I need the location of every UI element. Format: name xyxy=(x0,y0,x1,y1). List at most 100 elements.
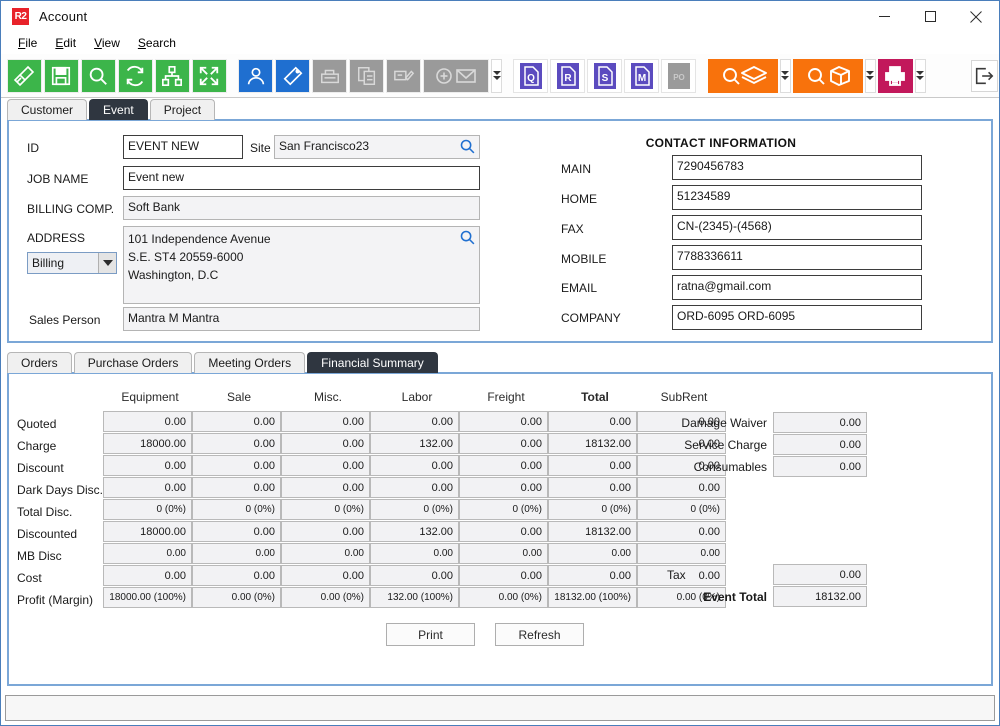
minimize-icon[interactable] xyxy=(861,1,907,32)
menu-file[interactable]: File xyxy=(18,36,38,50)
cell-mb-disc-labor[interactable]: 0.00 xyxy=(370,543,459,564)
cell-cost-labor[interactable]: 0.00 xyxy=(370,565,459,586)
cell-profit-margin-equipment[interactable]: 18000.00 (100%) xyxy=(103,587,192,608)
tab-project[interactable]: Project xyxy=(149,99,216,120)
cell-charge-labor[interactable]: 132.00 xyxy=(370,433,459,454)
search-box-icon[interactable] xyxy=(792,58,863,93)
cell-cost-sale[interactable]: 0.00 xyxy=(192,565,281,586)
fax-input[interactable]: CN-(2345)-(4568) xyxy=(672,215,922,240)
hierarchy-icon[interactable] xyxy=(154,58,190,93)
cell-discounted-misc[interactable]: 0.00 xyxy=(281,521,370,542)
cell-quoted-freight[interactable]: 0.00 xyxy=(459,411,548,432)
cell-dark-days-disc-equipment[interactable]: 0.00 xyxy=(103,477,192,498)
company-input[interactable]: ORD-6095 ORD-6095 xyxy=(672,305,922,330)
cell-discount-equipment[interactable]: 0.00 xyxy=(103,455,192,476)
maintenance-doc-icon[interactable]: M xyxy=(624,58,660,93)
cell-dark-days-disc-misc[interactable]: 0.00 xyxy=(281,477,370,498)
cell-cost-subrent[interactable]: 0.00 xyxy=(637,565,726,586)
refresh-icon[interactable] xyxy=(117,58,153,93)
search-layers-icon[interactable] xyxy=(707,58,778,93)
cell-total-disc-freight[interactable]: 0 (0%) xyxy=(459,499,548,520)
cell-discount-subrent[interactable]: 0.00 xyxy=(637,455,726,476)
quote-doc-icon[interactable]: Q xyxy=(513,58,549,93)
maximize-icon[interactable] xyxy=(907,1,953,32)
cell-total-disc-sale[interactable]: 0 (0%) xyxy=(192,499,281,520)
print-icon[interactable] xyxy=(877,58,913,93)
close-icon[interactable] xyxy=(953,1,999,32)
tab-orders[interactable]: Orders xyxy=(7,352,72,373)
lookup-box-dropdown-icon[interactable] xyxy=(864,58,876,93)
cell-cost-total[interactable]: 0.00 xyxy=(548,565,637,586)
cell-profit-margin-sale[interactable]: 0.00 (0%) xyxy=(192,587,281,608)
refresh-button[interactable]: Refresh xyxy=(495,623,584,646)
cell-cost-misc[interactable]: 0.00 xyxy=(281,565,370,586)
cell-dark-days-disc-sale[interactable]: 0.00 xyxy=(192,477,281,498)
contact-icon[interactable] xyxy=(238,58,274,93)
site-input[interactable]: San Francisco23 xyxy=(274,135,480,159)
cell-charge-sale[interactable]: 0.00 xyxy=(192,433,281,454)
save-icon[interactable] xyxy=(43,58,79,93)
cell-quoted-misc[interactable]: 0.00 xyxy=(281,411,370,432)
cell-charge-equipment[interactable]: 18000.00 xyxy=(103,433,192,454)
event-total-value[interactable]: 18132.00 xyxy=(773,586,867,607)
tab-purchase-orders[interactable]: Purchase Orders xyxy=(73,352,193,373)
cell-quoted-equipment[interactable]: 0.00 xyxy=(103,411,192,432)
cell-mb-disc-sale[interactable]: 0.00 xyxy=(192,543,281,564)
rental-doc-icon[interactable]: R xyxy=(550,58,586,93)
chevron-down-icon[interactable] xyxy=(98,253,116,273)
cell-discounted-labor[interactable]: 132.00 xyxy=(370,521,459,542)
cell-discount-sale[interactable]: 0.00 xyxy=(192,455,281,476)
cell-cost-freight[interactable]: 0.00 xyxy=(459,565,548,586)
cell-profit-margin-freight[interactable]: 0.00 (0%) xyxy=(459,587,548,608)
tab-customer[interactable]: Customer xyxy=(7,99,88,120)
print-dropdown-icon[interactable] xyxy=(914,58,926,93)
cell-discounted-sale[interactable]: 0.00 xyxy=(192,521,281,542)
cell-profit-margin-misc[interactable]: 0.00 (0%) xyxy=(281,587,370,608)
tag-icon[interactable] xyxy=(275,58,311,93)
cell-total-disc-equipment[interactable]: 0 (0%) xyxy=(103,499,192,520)
address-type-select[interactable]: Billing xyxy=(27,252,117,274)
cell-discount-total[interactable]: 0.00 xyxy=(548,455,637,476)
sale-doc-icon[interactable]: S xyxy=(587,58,623,93)
cell-charge-subrent[interactable]: 0.00 xyxy=(637,433,726,454)
service-charge-value[interactable]: 0.00 xyxy=(773,434,867,455)
cell-discounted-subrent[interactable]: 0.00 xyxy=(637,521,726,542)
tab-financial-summary[interactable]: Financial Summary xyxy=(307,352,438,373)
cell-total-disc-labor[interactable]: 0 (0%) xyxy=(370,499,459,520)
cell-total-disc-subrent[interactable]: 0 (0%) xyxy=(637,499,726,520)
search-icon[interactable] xyxy=(80,58,116,93)
cell-charge-freight[interactable]: 0.00 xyxy=(459,433,548,454)
cell-quoted-total[interactable]: 0.00 xyxy=(548,411,637,432)
cell-total-disc-total[interactable]: 0 (0%) xyxy=(548,499,637,520)
cell-cost-equipment[interactable]: 0.00 xyxy=(103,565,192,586)
cell-quoted-labor[interactable]: 0.00 xyxy=(370,411,459,432)
mobile-input[interactable]: 7788336611 xyxy=(672,245,922,270)
cell-total-disc-misc[interactable]: 0 (0%) xyxy=(281,499,370,520)
main-input[interactable]: 7290456783 xyxy=(672,155,922,180)
cell-mb-disc-freight[interactable]: 0.00 xyxy=(459,543,548,564)
cell-dark-days-disc-freight[interactable]: 0.00 xyxy=(459,477,548,498)
cell-profit-margin-labor[interactable]: 132.00 (100%) xyxy=(370,587,459,608)
cell-profit-margin-total[interactable]: 18132.00 (100%) xyxy=(548,587,637,608)
id-input[interactable]: EVENT NEW xyxy=(123,135,243,159)
lookup-layers-dropdown-icon[interactable] xyxy=(779,58,791,93)
cell-charge-total[interactable]: 18132.00 xyxy=(548,433,637,454)
consumables-value[interactable]: 0.00 xyxy=(773,456,867,477)
billing-comp-input[interactable]: Soft Bank xyxy=(123,196,480,220)
menu-edit[interactable]: Edit xyxy=(55,36,77,50)
cell-discount-labor[interactable]: 0.00 xyxy=(370,455,459,476)
cell-quoted-subrent[interactable]: 0.00 xyxy=(637,411,726,432)
damage-waiver-value[interactable]: 0.00 xyxy=(773,412,867,433)
job-name-input[interactable]: Event new xyxy=(123,166,480,190)
cell-discount-freight[interactable]: 0.00 xyxy=(459,455,548,476)
email-input[interactable]: ratna@gmail.com xyxy=(672,275,922,300)
cell-profit-margin-subrent[interactable]: 0.00 (0%) xyxy=(637,587,726,608)
print-button[interactable]: Print xyxy=(386,623,475,646)
tax-value[interactable]: 0.00 xyxy=(773,564,867,585)
address-textarea[interactable]: 101 Independence Avenue S.E. ST4 20559-6… xyxy=(123,226,480,304)
home-input[interactable]: 51234589 xyxy=(672,185,922,210)
cell-mb-disc-subrent[interactable]: 0.00 xyxy=(637,543,726,564)
cell-discounted-total[interactable]: 18132.00 xyxy=(548,521,637,542)
cell-dark-days-disc-total[interactable]: 0.00 xyxy=(548,477,637,498)
address-search-icon[interactable] xyxy=(459,229,476,251)
